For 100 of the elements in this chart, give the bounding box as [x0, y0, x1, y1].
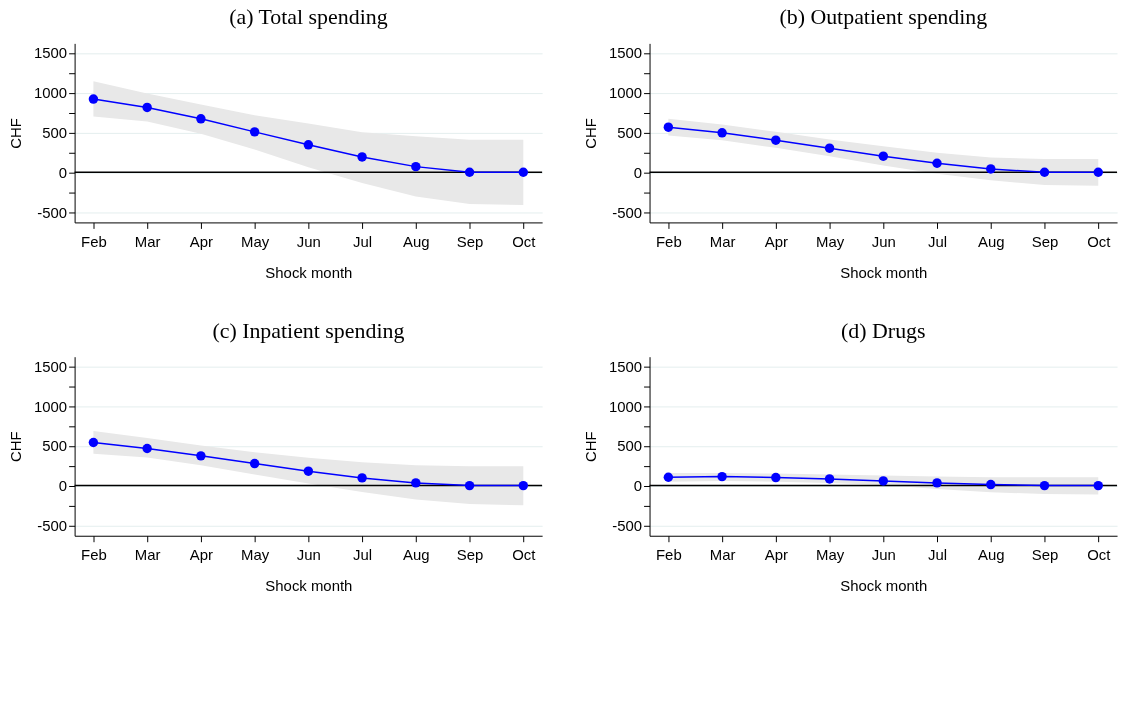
y-tick-label: 1000: [608, 84, 643, 102]
point: [878, 476, 889, 486]
point: [932, 158, 942, 168]
point: [717, 471, 727, 482]
point: [411, 478, 421, 488]
point: [986, 479, 996, 490]
x-tick-label: Feb: [656, 232, 682, 250]
y-tick-label: 0: [633, 163, 643, 181]
x-tick-label: Jun: [871, 546, 896, 564]
chart-title: (a) Total spending: [229, 5, 388, 30]
x-tick-label: Aug: [978, 546, 1005, 564]
x-tick-label: May: [241, 546, 270, 564]
x-tick-label: Feb: [81, 546, 107, 564]
point: [771, 472, 781, 483]
y-tick-label: 1000: [33, 397, 68, 415]
y-tick-label: 0: [58, 163, 68, 181]
point: [663, 472, 674, 482]
x-axis-title: Shock month: [840, 263, 928, 281]
x-tick-label: Sep: [1031, 232, 1059, 250]
chart-title: (b) Outpatient spending: [779, 5, 988, 30]
point: [518, 480, 529, 491]
x-tick-label: Oct: [512, 546, 537, 564]
x-tick-label: Mar: [709, 546, 736, 564]
x-tick-label: Apr: [189, 232, 214, 250]
y-tick-label: 0: [633, 477, 643, 495]
x-tick-label: Apr: [764, 546, 788, 564]
point: [196, 114, 206, 124]
point: [717, 128, 727, 138]
point: [878, 151, 889, 161]
point: [518, 167, 529, 177]
y-tick-label: 1500: [608, 357, 643, 375]
x-tick-label: May: [241, 232, 270, 250]
y-axis-title: CHF: [581, 118, 599, 149]
point: [249, 127, 260, 137]
y-tick-label: 500: [42, 437, 68, 455]
x-axis-title: Shock month: [265, 576, 353, 594]
x-tick-label: Aug: [403, 546, 430, 564]
y-tick-label: 500: [42, 123, 68, 141]
x-axis-title: Shock month: [840, 576, 928, 594]
x-tick-label: Oct: [1087, 546, 1112, 564]
x-tick-label: Jul: [928, 546, 948, 564]
y-tick-label: 1500: [608, 44, 643, 62]
y-tick-label: -500: [37, 203, 68, 221]
x-tick-label: Jul: [928, 232, 948, 250]
point: [249, 458, 260, 469]
x-axis-title: Shock month: [265, 263, 353, 281]
point: [1093, 480, 1103, 491]
x-tick-label: Jun: [871, 232, 896, 250]
point: [142, 443, 152, 454]
x-tick-label: Sep: [456, 546, 484, 564]
x-tick-label: Feb: [656, 546, 682, 564]
point: [357, 473, 367, 483]
point: [1093, 167, 1103, 177]
point: [932, 478, 942, 488]
x-tick-label: Jun: [296, 546, 321, 564]
point: [824, 474, 835, 484]
x-tick-label: Apr: [764, 232, 788, 250]
x-tick-label: Mar: [134, 546, 161, 564]
x-tick-label: Sep: [456, 232, 484, 250]
y-tick-label: 500: [617, 437, 643, 455]
x-tick-label: Aug: [403, 232, 430, 250]
y-axis-title: CHF: [7, 431, 25, 463]
x-tick-label: Oct: [1087, 232, 1112, 250]
point: [303, 140, 314, 150]
point: [824, 143, 835, 153]
x-tick-label: Mar: [709, 232, 736, 250]
y-axis-title: CHF: [581, 431, 599, 463]
x-tick-label: Feb: [81, 232, 107, 250]
x-tick-label: Jul: [353, 232, 373, 250]
point: [303, 466, 314, 476]
point: [464, 167, 475, 177]
y-tick-label: 0: [58, 477, 68, 495]
chart-title: (c) Inpatient spending: [212, 318, 405, 343]
point: [464, 480, 475, 491]
x-tick-label: Mar: [134, 232, 161, 250]
x-tick-label: May: [815, 232, 845, 250]
point: [986, 164, 996, 174]
x-tick-label: Oct: [512, 232, 537, 250]
point: [771, 135, 781, 145]
point: [357, 152, 367, 162]
x-tick-label: Aug: [978, 232, 1005, 250]
point: [1039, 167, 1050, 177]
y-tick-label: 1000: [608, 397, 643, 415]
y-tick-label: -500: [612, 516, 643, 534]
y-tick-label: -500: [37, 516, 68, 534]
x-tick-label: Jul: [353, 546, 373, 564]
y-tick-label: 1500: [33, 44, 68, 62]
y-tick-label: 1500: [33, 357, 68, 375]
y-axis-title: CHF: [7, 118, 25, 149]
point: [1039, 480, 1050, 491]
point: [196, 451, 206, 461]
y-tick-label: 500: [617, 123, 643, 141]
point: [142, 102, 152, 113]
x-tick-label: Sep: [1031, 546, 1059, 564]
point: [88, 94, 99, 104]
x-tick-label: Jun: [296, 232, 321, 250]
chart-title: (d) Drugs: [841, 318, 926, 343]
x-tick-label: Apr: [189, 546, 214, 564]
x-tick-label: May: [815, 546, 845, 564]
point: [88, 437, 99, 448]
